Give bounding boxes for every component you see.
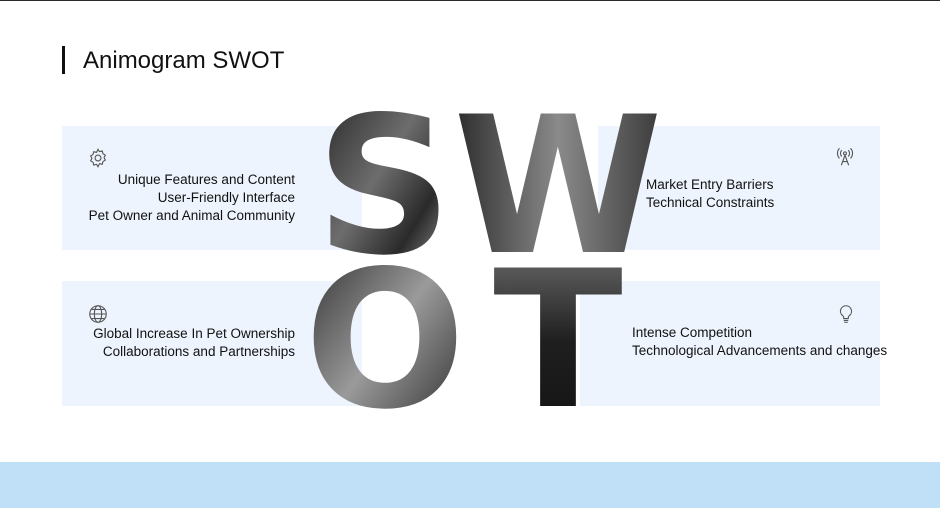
page-title: Animogram SWOT (83, 47, 285, 74)
strengths-item: User-Friendly Interface (157, 190, 295, 205)
weaknesses-item: Market Entry Barriers (646, 177, 774, 192)
weaknesses-panel (598, 126, 880, 250)
opportunities-list: Global Increase In Pet Ownership Collabo… (93, 325, 295, 361)
lightbulb-icon (835, 303, 857, 325)
swot-letter-t: T (493, 230, 623, 451)
opportunities-item: Collaborations and Partnerships (102, 344, 295, 359)
strengths-item: Unique Features and Content (117, 172, 295, 187)
svg-text:O: O (304, 230, 466, 451)
top-border-line (0, 0, 940, 1)
swot-letter-w: W (453, 76, 663, 297)
gear-icon (87, 147, 109, 169)
antenna-icon (834, 146, 856, 168)
swot-letter-o: O (304, 230, 466, 451)
threats-item: Intense Competition (632, 325, 753, 340)
opportunities-item: Global Increase In Pet Ownership (93, 326, 295, 341)
svg-text:W: W (453, 76, 663, 297)
title-accent-bar (62, 46, 65, 74)
weaknesses-list: Market Entry Barriers Technical Constrai… (646, 176, 774, 212)
weaknesses-item: Technical Constraints (646, 195, 775, 210)
swot-letter-s: S (316, 76, 453, 297)
footer-band (0, 462, 940, 508)
svg-text:T: T (493, 230, 623, 451)
strengths-list: Unique Features and Content User-Friendl… (89, 171, 295, 225)
opportunities-panel (62, 281, 362, 406)
strengths-panel (62, 126, 362, 250)
threats-list: Intense Competition Technological Advanc… (632, 324, 887, 360)
threats-panel (580, 281, 880, 406)
svg-text:S: S (316, 76, 453, 297)
threats-item: Technological Advancements and changes (632, 343, 888, 358)
globe-icon (87, 303, 109, 325)
strengths-item: Pet Owner and Animal Community (88, 208, 295, 223)
